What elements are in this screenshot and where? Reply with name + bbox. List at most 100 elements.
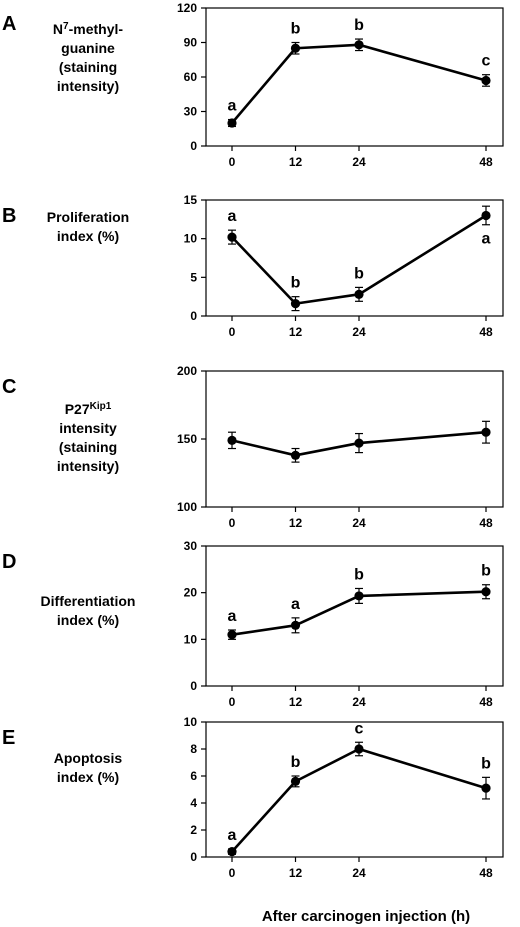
significance-label: a (291, 596, 300, 613)
y-tick-label: 20 (184, 586, 198, 600)
data-point (354, 438, 364, 448)
y-axis-label-text: index (%) (57, 612, 119, 628)
data-point (481, 210, 491, 221)
y-tick-label: 30 (184, 105, 198, 119)
y-axis-label-line: index (%) (57, 228, 119, 244)
data-point (481, 587, 491, 597)
y-axis-label-text: -methyl- (69, 21, 124, 37)
data-point (354, 744, 364, 754)
x-tick-label: 0 (229, 695, 236, 709)
significance-label: b (354, 17, 364, 34)
y-axis-label-line: (staining (59, 439, 117, 455)
panel-letter: D (2, 551, 16, 573)
series-line (231, 590, 487, 636)
y-tick-label: 120 (177, 1, 197, 15)
significance-label: b (481, 755, 491, 772)
y-tick-label: 10 (184, 632, 198, 646)
y-axis-label-text: intensity (59, 420, 117, 436)
data-point (227, 232, 237, 242)
panel-a: A N7-methyl-guanine (staining intensity) 0 30… (2, 1, 504, 169)
y-tick-label: 150 (177, 432, 197, 446)
y-tick-label: 0 (190, 850, 197, 864)
x-tick-label: 0 (229, 866, 236, 880)
series-line (231, 430, 487, 457)
y-axis-label-line: Apoptosis (54, 750, 123, 766)
x-tick-label: 12 (289, 155, 303, 169)
y-axis-label-line: index (%) (57, 769, 119, 785)
x-tick-label: 48 (479, 516, 493, 530)
x-tick-label: 48 (479, 866, 493, 880)
y-tick-label: 6 (190, 769, 197, 783)
panel-letter: B (2, 205, 16, 227)
significance-label: b (354, 566, 364, 583)
plot-frame (205, 721, 504, 858)
x-tick-label: 12 (289, 516, 303, 530)
x-tick-label: 48 (479, 155, 493, 169)
significance-label: c (355, 720, 364, 737)
y-tick-label: 30 (184, 539, 198, 553)
y-axis-label-line: P27Kip1 (65, 401, 112, 418)
y-axis-label: Proliferation index (%) (47, 209, 129, 244)
y-axis-label: N7-methyl-guanine (staining intensity) (53, 21, 123, 95)
series-line (231, 747, 487, 853)
y-axis-label-line: intensity) (57, 458, 119, 474)
panel-d: D Differentiation index (%) 0 10 20 30 0 12 24 48 a… (2, 539, 504, 709)
data-point (481, 427, 491, 437)
y-axis-label: Differentiation index (%) (41, 593, 136, 628)
y-tick-label: 10 (184, 232, 198, 246)
series-line (231, 43, 487, 124)
y-tick-label: 0 (190, 679, 197, 693)
data-point (290, 776, 301, 787)
chart-panels: A N7-methyl-guanine (staining intensity) 0 30… (2, 1, 504, 880)
panel-letter: C (2, 376, 16, 398)
data-point (354, 40, 364, 50)
significance-label: a (228, 98, 237, 115)
y-axis-label-line: intensity (59, 420, 117, 436)
y-tick-label: 5 (190, 270, 197, 284)
significance-label: a (228, 827, 237, 844)
x-tick-label: 24 (352, 516, 366, 530)
significance-label: c (482, 53, 491, 70)
y-axis-label-text: Differentiation (41, 593, 136, 609)
data-point (354, 289, 364, 299)
panel-letter: E (2, 727, 15, 749)
y-axis-label-text: intensity) (57, 78, 119, 94)
x-tick-label: 24 (352, 325, 366, 339)
significance-label: b (291, 754, 301, 771)
y-tick-label: 200 (177, 364, 197, 378)
y-axis-label-text: P27 (65, 401, 90, 417)
panel-b: B Proliferation index (%) 0 5 10 15 0 12 24 48 a b b a (2, 193, 504, 339)
y-axis-label: P27Kip1 intensity (staining intensity) (57, 401, 119, 475)
x-tick-label: 24 (352, 695, 366, 709)
y-axis-label-text: Apoptosis (54, 750, 123, 766)
panel-letter: A (2, 13, 16, 35)
data-point (227, 847, 237, 857)
y-axis-label-superscript: 7 (63, 21, 69, 32)
data-point (227, 435, 237, 445)
x-tick-label: 48 (479, 695, 493, 709)
y-axis-label-line: intensity) (57, 78, 119, 94)
y-tick-label: 10 (184, 715, 198, 729)
significance-label: b (291, 21, 301, 38)
y-axis-label-text: N (53, 21, 63, 37)
x-tick-label: 12 (289, 325, 303, 339)
data-point (481, 75, 491, 86)
significance-label: a (228, 208, 237, 225)
x-tick-label: 24 (352, 866, 366, 880)
x-axis-title: After carcinogen injection (h) (262, 908, 470, 925)
y-axis-label-text: (staining (59, 439, 117, 455)
y-axis-label-line: N7-methyl- (53, 21, 123, 38)
y-axis-label-superscript: Kip1 (90, 401, 112, 412)
plot-frame (205, 370, 504, 508)
series-line (231, 214, 487, 305)
significance-label: b (291, 275, 301, 292)
y-tick-label: 15 (184, 193, 198, 207)
data-point (354, 591, 364, 601)
data-point (290, 450, 301, 460)
significance-label: b (481, 563, 491, 580)
y-tick-label: 0 (190, 139, 197, 153)
y-tick-label: 4 (190, 796, 197, 810)
data-point (290, 43, 301, 53)
x-tick-label: 0 (229, 516, 236, 530)
